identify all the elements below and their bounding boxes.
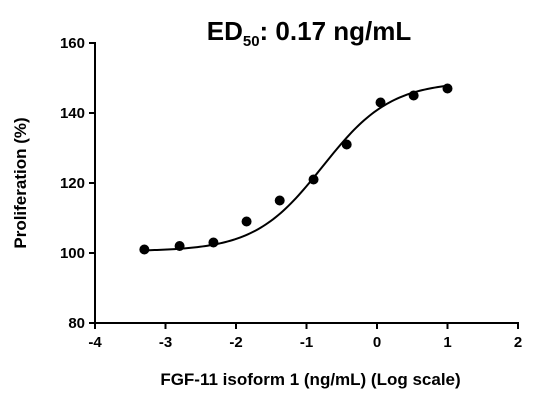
y-tick-label: 160	[60, 35, 85, 52]
data-point	[174, 241, 185, 251]
y-tick-label: 100	[60, 245, 85, 262]
data-point	[274, 195, 285, 206]
data-point	[139, 244, 150, 255]
chart-title-subscript: 50	[243, 33, 260, 50]
x-tick-label: -4	[88, 334, 102, 351]
data-point	[408, 90, 419, 101]
data-points	[139, 83, 453, 255]
y-ticks: 80 100 120 140 160	[60, 35, 95, 332]
x-ticks: -4 -3 -2 -1 0 1 2	[88, 323, 522, 351]
fit-curve	[144, 84, 448, 252]
chart-title: ED50: 0.17 ng/mL	[207, 16, 412, 50]
x-tick-label: 1	[443, 334, 451, 351]
data-point	[442, 83, 453, 94]
x-axis-title: FGF-11 isoform 1 (ng/mL) (Log scale)	[160, 370, 460, 389]
data-point	[308, 174, 319, 185]
y-tick-label: 140	[60, 105, 85, 122]
y-tick-label: 120	[60, 175, 85, 192]
x-tick-label: -2	[229, 334, 242, 351]
chart-title-suffix: : 0.17 ng/mL	[260, 16, 412, 46]
x-tick-label: -3	[159, 334, 172, 351]
y-axis-title: Proliferation (%)	[11, 117, 30, 248]
x-tick-label: -1	[300, 334, 313, 351]
data-point	[341, 139, 352, 150]
data-point	[241, 216, 252, 227]
data-point	[375, 97, 386, 108]
axes	[94, 42, 519, 324]
chart-title-prefix: ED	[207, 16, 243, 46]
x-tick-label: 2	[514, 334, 522, 351]
y-tick-label: 80	[68, 315, 85, 332]
data-point	[208, 237, 219, 248]
x-tick-label: 0	[373, 334, 381, 351]
